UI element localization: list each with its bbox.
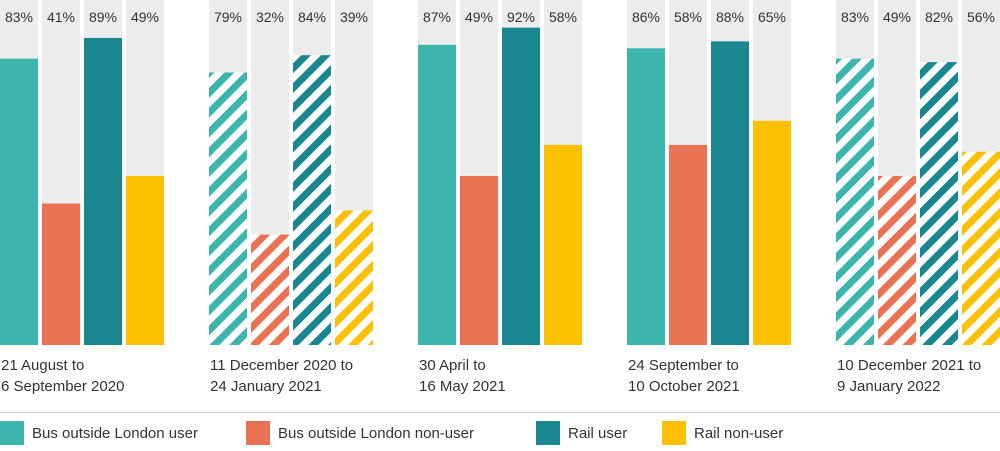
value-label: 49% [883, 9, 911, 25]
bar-rail-user-1 [293, 55, 331, 345]
bar-rail-non-user-0 [126, 175, 164, 345]
bar-rail-user-0 [84, 37, 122, 345]
value-label: 58% [549, 9, 577, 25]
value-label: 86% [632, 9, 660, 25]
value-label: 41% [47, 9, 75, 25]
legend-label-bus-non-user: Bus outside London non-user [278, 424, 474, 442]
bar-rail-non-user-2 [544, 144, 582, 345]
value-label: 79% [214, 9, 242, 25]
category-label: 24 September to 10 October 2021 [628, 357, 740, 395]
legend-divider [0, 412, 1000, 413]
legend-item-bus-user: Bus outside London user [0, 421, 198, 445]
category-label: 21 August to 6 September 2020 [1, 357, 125, 395]
bar-bus-outside-london-user-1 [209, 72, 247, 345]
bar-bus-outside-london-user-4 [836, 58, 874, 346]
value-label: 87% [423, 9, 451, 25]
bar-rail-non-user-1 [335, 210, 373, 345]
value-label: 49% [465, 9, 493, 25]
value-label: 83% [5, 9, 33, 25]
legend-item-bus-non-user: Bus outside London non-user [246, 421, 474, 445]
bar-bus-outside-london-non-user-3 [669, 144, 707, 345]
bar-bus-outside-london-non-user-2 [460, 175, 498, 345]
category-label: 30 April to 16 May 2021 [419, 357, 506, 395]
legend-swatch-bus-non-user [246, 421, 270, 445]
bar-bus-outside-london-user-3 [627, 48, 665, 346]
value-label: 83% [841, 9, 869, 25]
bar-bus-outside-london-non-user-4 [878, 175, 916, 345]
bar-rail-user-4 [920, 62, 958, 345]
bar-rail-user-2 [502, 27, 540, 345]
bar-bus-outside-london-non-user-1 [251, 234, 289, 345]
legend-label-rail-user: Rail user [568, 424, 628, 442]
category-label: 11 December 2020 to 24 January 2021 [210, 357, 354, 395]
bars [0, 27, 1000, 346]
legend-label-bus-user: Bus outside London user [32, 424, 198, 442]
legend-item-rail-user: Rail user [536, 421, 627, 445]
legend-label-rail-non-user: Rail non-user [694, 424, 784, 442]
bar-bus-outside-london-non-user-0 [42, 203, 80, 345]
value-label: 88% [716, 9, 744, 25]
value-label: 89% [89, 9, 117, 25]
legend-swatch-rail-user [536, 421, 560, 445]
legend: Bus outside London user Bus outside Lond… [0, 421, 1000, 451]
value-label: 84% [298, 9, 326, 25]
value-label: 32% [256, 9, 284, 25]
legend-item-rail-non-user: Rail non-user [662, 421, 783, 445]
legend-swatch-bus-user [0, 421, 24, 445]
value-label: 49% [131, 9, 159, 25]
value-labels: 83% 41% 89% 49% 79% 32% 84% 39% 87% 49% 92% 58% 86% 5… [5, 9, 995, 25]
value-label: 92% [507, 9, 535, 25]
bar-rail-user-3 [711, 41, 749, 346]
value-label: 82% [925, 9, 953, 25]
bar-bus-outside-london-user-2 [418, 44, 456, 345]
bar-rail-non-user-3 [753, 120, 791, 345]
value-label: 56% [967, 9, 995, 25]
category-label: 10 December 2021 to 9 January 2022 [837, 357, 982, 395]
bar-bus-outside-london-user-0 [0, 58, 38, 346]
chart-plot: 83% 41% 89% 49% 79% 32% 84% 39% 87% 49% 92% 58% 86% 5… [0, 0, 1000, 346]
value-label: 58% [674, 9, 702, 25]
value-label: 39% [340, 9, 368, 25]
bar-rail-non-user-4 [962, 151, 1000, 345]
legend-swatch-rail-non-user [662, 421, 686, 445]
value-label: 65% [758, 9, 786, 25]
